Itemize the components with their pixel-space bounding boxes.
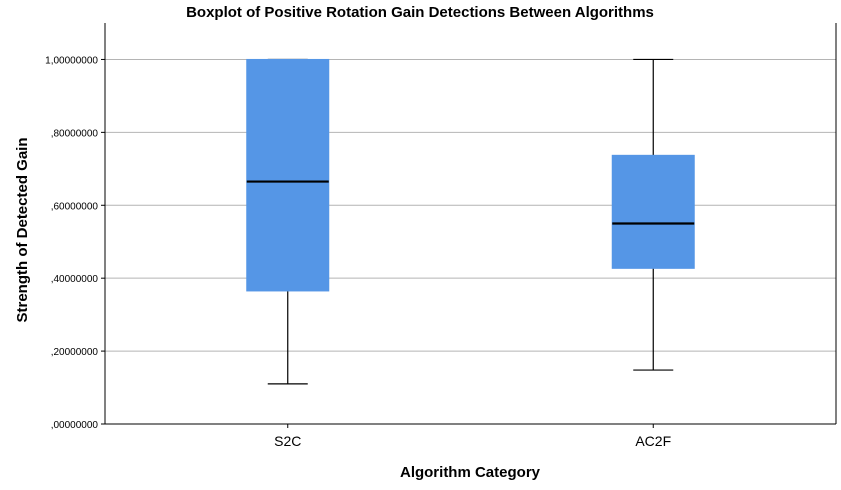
axes <box>101 23 837 428</box>
y-tick-label: ,60000000 <box>51 201 99 212</box>
box-ac2f <box>611 58 695 371</box>
y-tick-label: ,20000000 <box>51 347 99 358</box>
y-tick-labels: ,00000000 ,20000000 ,40000000 ,60000000 ,800… <box>45 55 98 431</box>
iqr-box <box>611 154 695 269</box>
y-tick-label: ,80000000 <box>51 128 99 139</box>
iqr-box <box>246 58 330 292</box>
x-tick-label: S2C <box>274 433 301 449</box>
chart-title: Boxplot of Positive Rotation Gain Detect… <box>186 4 654 21</box>
box-s2c <box>246 58 330 385</box>
x-tick-label: AC2F <box>635 433 671 449</box>
y-axis-title: Strength of Detected Gain <box>14 137 31 322</box>
x-tick-labels: S2C AC2F <box>274 433 671 449</box>
y-tick-label: ,00000000 <box>51 420 99 431</box>
boxes <box>246 58 695 385</box>
grid-lines <box>105 58 836 352</box>
y-tick-label: 1,00000000 <box>45 55 98 66</box>
x-axis-title: Algorithm Category <box>400 464 541 481</box>
y-tick-label: ,40000000 <box>51 274 99 285</box>
